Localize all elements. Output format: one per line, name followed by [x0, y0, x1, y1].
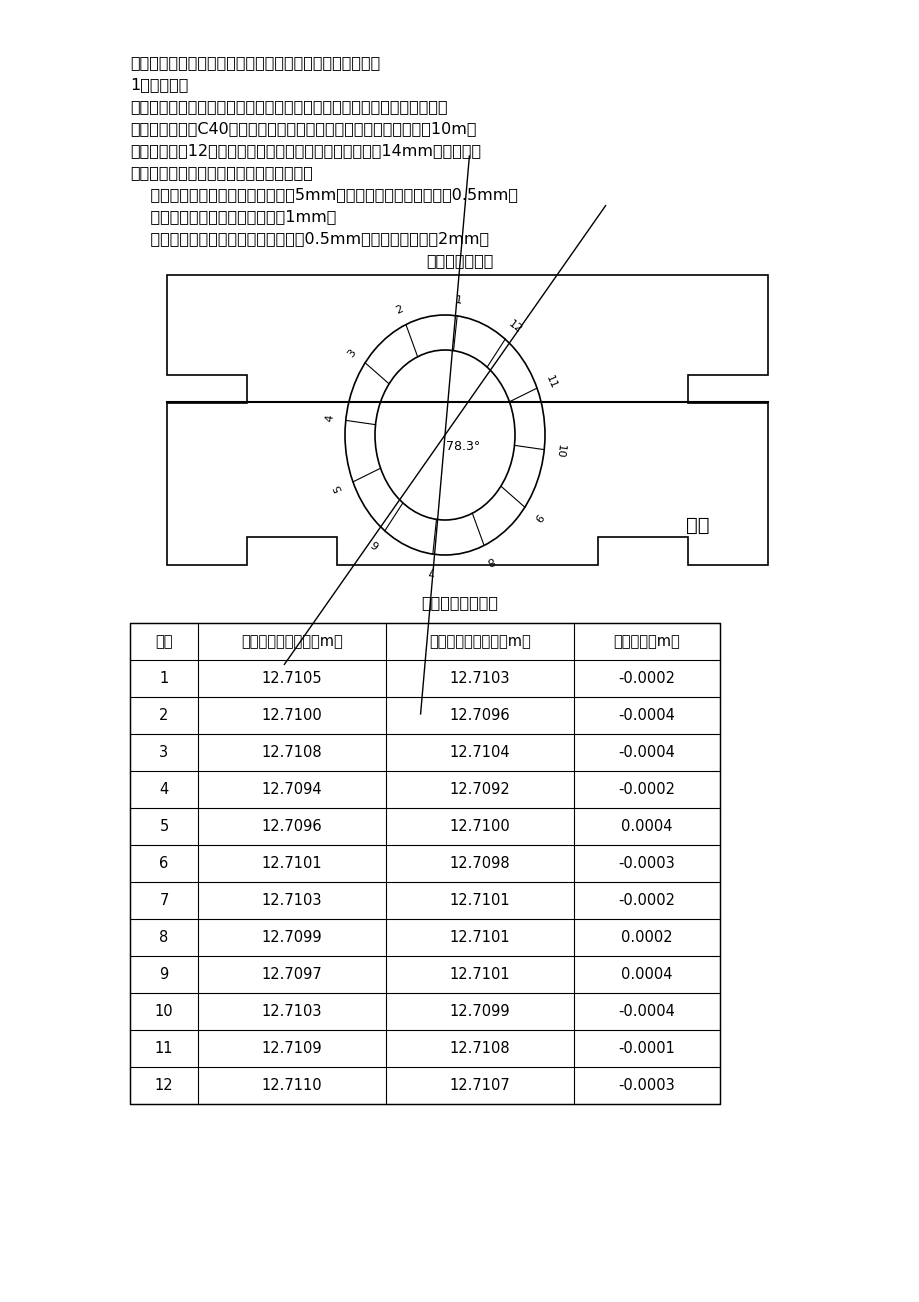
Text: 12.7103: 12.7103 [262, 1004, 322, 1019]
Text: 1、转体下盘: 1、转体下盘 [130, 77, 188, 92]
Text: 12.7099: 12.7099 [449, 1004, 510, 1019]
Text: 3: 3 [346, 348, 358, 359]
Text: 滑道内环顶面标高（m）: 滑道内环顶面标高（m） [241, 634, 343, 648]
Text: 环形下滑道及12个千斤顶反力座。撑脚与下滑道的间隙为14mm。千斤顶反: 环形下滑道及12个千斤顶反力座。撑脚与下滑道的间隙为14mm。千斤顶反 [130, 143, 481, 158]
Text: 11: 11 [154, 1042, 173, 1056]
Text: 12.7103: 12.7103 [449, 671, 510, 686]
Text: 12.7097: 12.7097 [261, 967, 322, 982]
Text: 0.0004: 0.0004 [620, 967, 672, 982]
Text: 6: 6 [159, 855, 168, 871]
Text: 滑道: 滑道 [686, 516, 709, 535]
Text: 12.7104: 12.7104 [449, 745, 510, 760]
Text: -0.0001: -0.0001 [618, 1042, 675, 1056]
Text: 12.7092: 12.7092 [449, 783, 510, 797]
Text: 下球铰中心线纵、横向误差小于1mm。: 下球铰中心线纵、横向误差小于1mm。 [130, 210, 336, 224]
Text: 6: 6 [369, 538, 380, 549]
Text: -0.0002: -0.0002 [618, 671, 675, 686]
Text: 12.7098: 12.7098 [449, 855, 510, 871]
Text: 3: 3 [159, 745, 168, 760]
Text: 10: 10 [554, 444, 565, 460]
Text: 转体滑道测量结果: 转体滑道测量结果 [421, 595, 498, 611]
Text: 7: 7 [426, 565, 435, 575]
Text: 12.7100: 12.7100 [449, 819, 510, 835]
Text: 12.7099: 12.7099 [261, 930, 322, 945]
Text: 8: 8 [484, 555, 495, 566]
Text: 点号: 点号 [155, 634, 173, 648]
Text: 12.7103: 12.7103 [262, 893, 322, 907]
Text: 11: 11 [544, 374, 559, 391]
Text: -0.0003: -0.0003 [618, 855, 675, 871]
Text: 转体结构有转体下盘、球铰、上转盘及转动牵引系统组成。: 转体结构有转体下盘、球铰、上转盘及转动牵引系统组成。 [130, 55, 380, 70]
Text: 12.7100: 12.7100 [261, 708, 322, 723]
Text: -0.0004: -0.0004 [618, 708, 675, 723]
Text: 力座用于转体的启动、止动和姿态微调等。: 力座用于转体的启动、止动和姿态微调等。 [130, 165, 312, 180]
Text: 12.7101: 12.7101 [449, 930, 510, 945]
Text: 5: 5 [332, 483, 344, 493]
Text: 1: 1 [159, 671, 168, 686]
Text: 下转盘为支撑转体结构全部重量的基础，转体完成后，与上转盘共同形成基: 下转盘为支撑转体结构全部重量的基础，转体完成后，与上转盘共同形成基 [130, 99, 448, 115]
Text: 下转盘骨架角钢顶面相对高差小于5mm；下转盘顶面相对高差小于0.5mm；: 下转盘骨架角钢顶面相对高差小于5mm；下转盘顶面相对高差小于0.5mm； [130, 187, 517, 202]
Text: 转体滑道示意图: 转体滑道示意图 [425, 253, 494, 268]
Text: 0.0004: 0.0004 [620, 819, 672, 835]
Text: 4: 4 [324, 414, 335, 423]
Text: 0.0002: 0.0002 [620, 930, 672, 945]
Text: 12.7108: 12.7108 [449, 1042, 510, 1056]
Text: 础。下转盘采用C40混凝土。下转盘上设有转体系统的下球铰、直径10m的: 础。下转盘采用C40混凝土。下转盘上设有转体系统的下球铰、直径10m的 [130, 121, 476, 135]
Text: 2: 2 [394, 303, 404, 316]
Text: -0.0004: -0.0004 [618, 1004, 675, 1019]
Text: 局部高差（m）: 局部高差（m） [613, 634, 680, 648]
Text: 转体滑道钢板顶面局部平整度不大于0.5mm，相对高差不大于2mm。: 转体滑道钢板顶面局部平整度不大于0.5mm，相对高差不大于2mm。 [130, 230, 489, 246]
Text: 1: 1 [455, 294, 463, 306]
Text: 滑道外环顶面标高（m）: 滑道外环顶面标高（m） [428, 634, 530, 648]
Text: -0.0002: -0.0002 [618, 893, 675, 907]
Text: -0.0002: -0.0002 [618, 783, 675, 797]
Text: -0.0004: -0.0004 [618, 745, 675, 760]
Text: 9: 9 [159, 967, 168, 982]
Text: 8: 8 [159, 930, 168, 945]
Text: 2: 2 [159, 708, 168, 723]
Text: 4: 4 [159, 783, 168, 797]
Text: 12.7101: 12.7101 [261, 855, 322, 871]
Text: 7: 7 [159, 893, 168, 907]
Text: 12.7108: 12.7108 [261, 745, 322, 760]
Text: 12.7096: 12.7096 [261, 819, 322, 835]
Text: 5: 5 [159, 819, 168, 835]
Text: 12.7105: 12.7105 [261, 671, 322, 686]
Text: 12.7096: 12.7096 [449, 708, 510, 723]
Text: 10: 10 [154, 1004, 173, 1019]
Text: 12.7094: 12.7094 [261, 783, 322, 797]
Text: 9: 9 [531, 510, 543, 522]
Text: 12: 12 [505, 318, 523, 335]
Text: 12.7107: 12.7107 [449, 1078, 510, 1092]
Text: 12.7109: 12.7109 [261, 1042, 322, 1056]
Text: 12.7101: 12.7101 [449, 967, 510, 982]
Text: 78.3°: 78.3° [446, 440, 480, 453]
Text: 12: 12 [154, 1078, 173, 1092]
Text: 12.7110: 12.7110 [261, 1078, 322, 1092]
Text: -0.0003: -0.0003 [618, 1078, 675, 1092]
Text: 12.7101: 12.7101 [449, 893, 510, 907]
